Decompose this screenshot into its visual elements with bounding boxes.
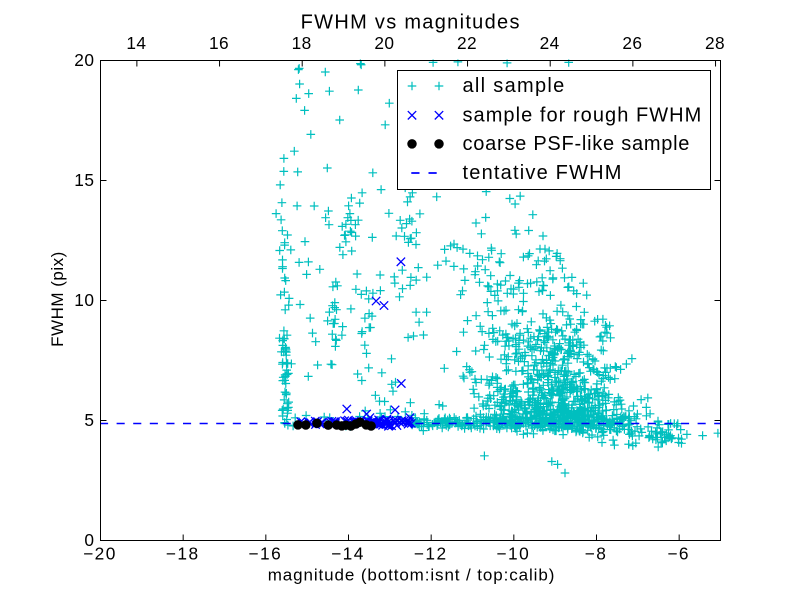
svg-text:24: 24 — [540, 33, 560, 53]
svg-text:FWHM (pix): FWHM (pix) — [48, 251, 67, 347]
svg-text:−16: −16 — [248, 543, 282, 563]
svg-text:22: 22 — [457, 33, 477, 53]
svg-text:−6: −6 — [667, 543, 690, 563]
svg-text:20: 20 — [374, 33, 394, 53]
svg-text:magnitude (bottom:isnt / top:c: magnitude (bottom:isnt / top:calib) — [268, 566, 556, 585]
svg-text:tentative FWHM: tentative FWHM — [463, 162, 623, 184]
svg-text:−8: −8 — [585, 543, 608, 563]
svg-text:−20: −20 — [83, 543, 117, 563]
svg-text:20: 20 — [74, 50, 94, 70]
svg-text:coarse PSF-like sample: coarse PSF-like sample — [463, 133, 691, 155]
svg-text:26: 26 — [622, 33, 642, 53]
svg-text:14: 14 — [126, 33, 146, 53]
svg-text:0: 0 — [84, 530, 94, 550]
svg-text:FWHM vs magnitudes: FWHM vs magnitudes — [301, 11, 521, 33]
svg-text:sample for rough FWHM: sample for rough FWHM — [463, 105, 703, 127]
svg-text:−14: −14 — [331, 543, 365, 563]
svg-text:28: 28 — [705, 33, 725, 53]
svg-text:15: 15 — [74, 170, 94, 190]
svg-text:−12: −12 — [414, 543, 448, 563]
svg-text:16: 16 — [209, 33, 229, 53]
svg-text:18: 18 — [292, 33, 312, 53]
svg-text:−10: −10 — [496, 543, 530, 563]
svg-text:−18: −18 — [166, 543, 200, 563]
svg-text:10: 10 — [74, 290, 94, 310]
svg-text:5: 5 — [84, 410, 94, 430]
svg-text:all sample: all sample — [463, 75, 566, 97]
